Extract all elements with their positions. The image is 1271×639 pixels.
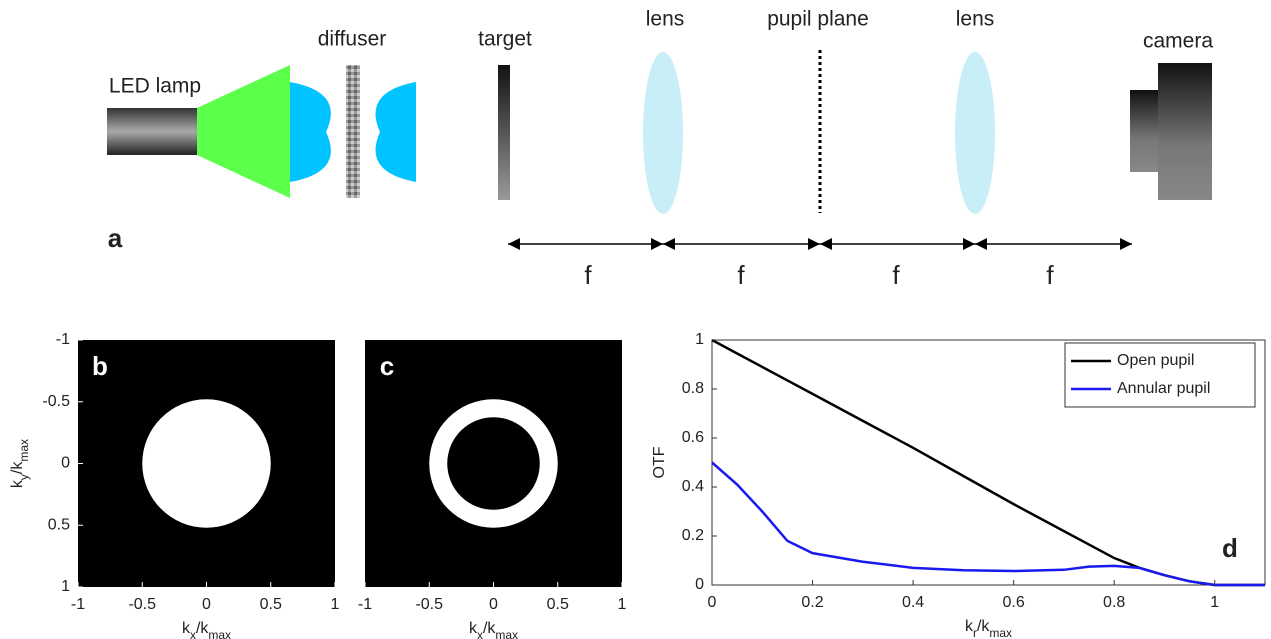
y-tick-label: 0 <box>61 455 70 472</box>
axis-label-part: /k <box>9 461 26 474</box>
x-tick-label: 0.8 <box>1103 594 1125 611</box>
distance-label: f <box>892 260 900 290</box>
y-tick-label: -0.5 <box>42 393 70 410</box>
lens <box>643 52 683 214</box>
panel-label: c <box>380 351 394 381</box>
axis-label-part: k <box>182 620 191 637</box>
axis-label-part: max <box>17 439 31 462</box>
x-tick-label: -1 <box>358 596 372 613</box>
axis-label: kr/kmax <box>965 618 1012 639</box>
x-tick-label: 0.5 <box>547 596 569 613</box>
axis-label-part: x <box>477 628 483 639</box>
axis-label-part: x <box>190 628 196 639</box>
axis-label-part: r <box>973 626 977 639</box>
axis-label-part: k <box>9 479 26 488</box>
axis-label-part: /k <box>977 618 990 635</box>
axis-label: kx/kmax <box>182 620 231 639</box>
camera <box>1158 63 1212 200</box>
axis-label: kx/kmax <box>469 620 518 639</box>
component-label: LED lamp <box>109 75 201 98</box>
y-tick-label: 0.2 <box>682 527 704 544</box>
axis-label-part: max <box>989 626 1012 639</box>
panel-label: b <box>92 351 108 381</box>
pupil-aperture <box>142 399 271 528</box>
axis-label-part: max <box>208 628 231 639</box>
axis-label: OTF <box>651 446 668 478</box>
x-tick-label: 1 <box>618 596 627 613</box>
x-tick-label: 0 <box>708 594 717 611</box>
x-tick-label: 1 <box>331 596 340 613</box>
y-tick-label: 1 <box>61 578 70 595</box>
x-tick-label: 1 <box>1210 594 1219 611</box>
y-tick-label: 0 <box>695 576 704 593</box>
legend <box>1064 342 1256 408</box>
panel-label: d <box>1222 533 1238 563</box>
lens <box>955 52 995 214</box>
panel-label: a <box>108 223 123 253</box>
x-tick-label: 0.6 <box>1003 594 1025 611</box>
component-label: target <box>478 28 532 51</box>
y-tick-label: -1 <box>56 331 70 348</box>
x-tick-label: 0.5 <box>260 596 282 613</box>
data-line <box>711 461 1265 587</box>
axis-label-part: /k <box>196 620 209 637</box>
condenser-lens <box>375 82 416 182</box>
component-label: camera <box>1143 30 1213 53</box>
distance-label: f <box>584 260 592 290</box>
x-tick-label: 0.4 <box>902 594 924 611</box>
x-tick-label: -0.5 <box>128 596 156 613</box>
axis-label-part: max <box>495 628 518 639</box>
condenser-lens <box>290 82 331 182</box>
y-tick-label: 0.8 <box>682 380 704 397</box>
x-tick-label: 0 <box>489 596 498 613</box>
distance-label: f <box>737 260 745 290</box>
legend-label: Annular pupil <box>1117 380 1210 397</box>
component-label: pupil plane <box>767 8 869 31</box>
x-tick-label: 0.2 <box>801 594 823 611</box>
target <box>498 65 510 200</box>
component-label: diffuser <box>318 28 387 51</box>
diffuser <box>346 65 360 198</box>
pupil-obstruction <box>447 417 540 510</box>
axis-label-part: /k <box>483 620 496 637</box>
light-cone <box>197 65 290 198</box>
axis-label-part: y <box>17 474 31 480</box>
axis-label: ky/kmax <box>9 439 31 488</box>
led-lamp <box>107 108 197 155</box>
y-tick-label: 1 <box>695 331 704 348</box>
x-tick-label: -1 <box>71 596 85 613</box>
optical-setup: LED lamp diffuser target lens pupil plan… <box>107 8 1213 290</box>
y-tick-label: 0.4 <box>682 478 704 495</box>
distance-label: f <box>1046 260 1054 290</box>
component-label: lens <box>956 8 995 31</box>
y-tick-label: 0.5 <box>48 516 70 533</box>
component-label: lens <box>646 8 685 31</box>
camera <box>1130 90 1160 172</box>
axis-label-part: k <box>965 618 974 635</box>
x-tick-label: -0.5 <box>415 596 443 613</box>
x-tick-label: 0 <box>202 596 211 613</box>
legend-label: Open pupil <box>1117 352 1194 369</box>
y-tick-label: 0.6 <box>682 429 704 446</box>
axis-label-part: k <box>469 620 478 637</box>
